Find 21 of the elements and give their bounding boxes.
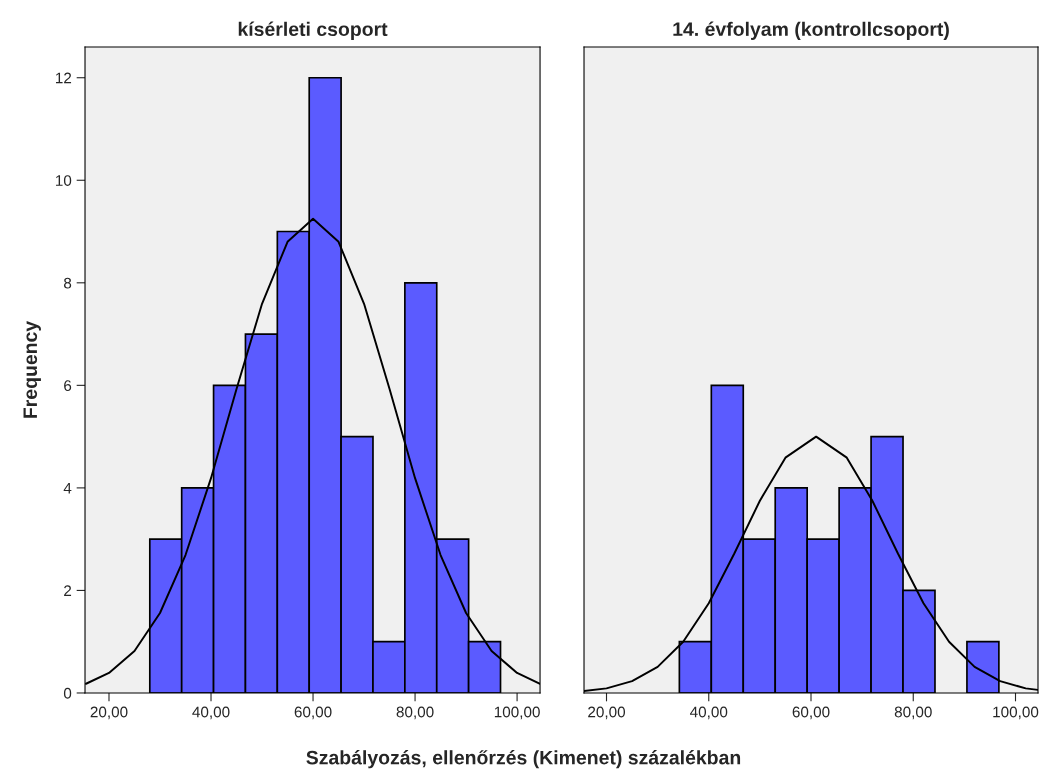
- x-tick-label: 60,00: [294, 706, 332, 720]
- y-axis-title: Frequency: [23, 320, 41, 418]
- x-tick-label: 100,00: [993, 706, 1039, 720]
- x-tick-label: 80,00: [894, 706, 932, 720]
- y-tick-label: 12: [56, 72, 72, 84]
- x-tick-label: 40,00: [690, 706, 728, 720]
- y-tick-label: 10: [56, 175, 72, 186]
- x-tick-label: 80,00: [396, 706, 434, 720]
- y-tick-label: 6: [64, 380, 72, 392]
- y-tick-label: 0: [63, 687, 72, 699]
- x-tick-label: 20,00: [90, 706, 128, 720]
- x-tick-label: 60,00: [792, 706, 830, 720]
- x-axis-title: Szabályozás, ellenőrzés (Kimenet) százalékban: [306, 750, 741, 769]
- x-tick-label: 40,00: [192, 706, 230, 720]
- chart-title: 14. évfolyam (kontrollcsoport): [673, 21, 949, 40]
- y-tick-label: 4: [63, 482, 72, 494]
- chart-title: kísérleti csoport: [238, 21, 388, 40]
- x-tick-label: 20,00: [588, 706, 626, 720]
- y-tick-label: 8: [63, 277, 72, 289]
- x-tick-label: 100,00: [494, 706, 540, 720]
- y-tick-label: 2: [64, 585, 72, 596]
